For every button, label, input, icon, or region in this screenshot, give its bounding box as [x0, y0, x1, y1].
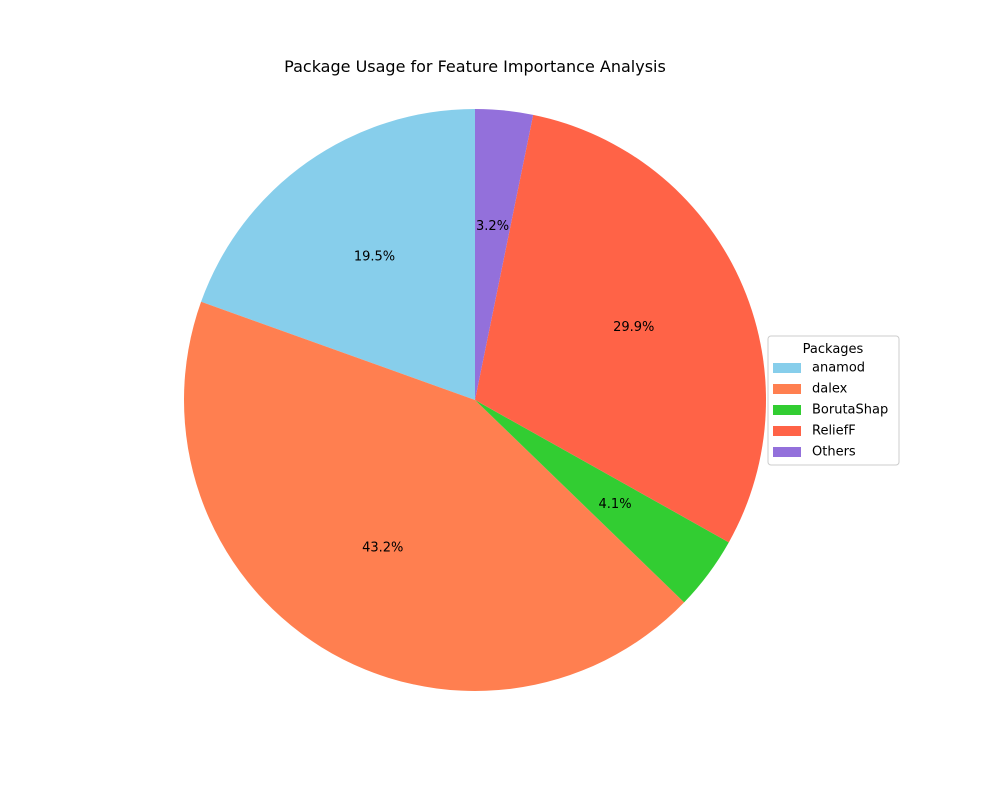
legend-swatch-dalex — [773, 384, 801, 394]
legend-swatch-relieff — [773, 426, 801, 436]
percent-label-relieff: 29.9% — [613, 320, 654, 335]
pie-slice-dalex — [183, 301, 685, 691]
pie-slice-borutashap — [475, 400, 729, 603]
chart-title: Package Usage for Feature Importance Ana… — [284, 57, 666, 76]
legend: Packages anamod dalex BorutaShap ReliefF Oth… — [767, 335, 900, 466]
pie-slices — [183, 109, 767, 691]
legend-title: Packages — [803, 342, 864, 357]
percent-label-anamod: 19.5% — [354, 250, 395, 265]
percent-label-borutashap: 4.1% — [599, 497, 632, 512]
legend-label-others: Others — [812, 445, 856, 460]
legend-label-dalex: dalex — [812, 382, 848, 397]
legend-swatch-others — [773, 447, 801, 457]
legend-label-anamod: anamod — [812, 361, 865, 376]
legend-swatch-anamod — [773, 363, 801, 373]
percent-label-others: 3.2% — [476, 219, 509, 234]
legend-label-relieff: ReliefF — [812, 424, 856, 439]
pie-slice-relieff — [475, 114, 767, 543]
percent-labels: 19.5% 43.2% 4.1% 29.9% 3.2% — [354, 219, 655, 556]
pie-slice-anamod — [201, 109, 475, 400]
legend-label-borutashap: BorutaShap — [812, 403, 888, 418]
legend-swatch-borutashap — [773, 405, 801, 415]
legend-items: anamod dalex BorutaShap ReliefF Others — [773, 361, 888, 460]
percent-label-dalex: 43.2% — [362, 541, 403, 556]
pie-slice-others — [475, 109, 534, 400]
